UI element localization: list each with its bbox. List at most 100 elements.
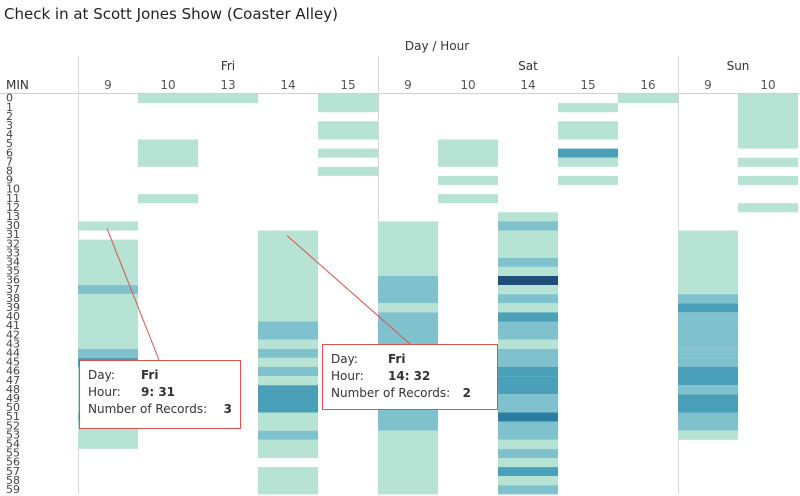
annotation-day-value: Fri — [141, 367, 159, 382]
heatmap-cell — [678, 430, 738, 440]
minute-tick-label: 35 — [6, 265, 20, 278]
heatmap-cell — [498, 412, 558, 422]
minute-tick-label: 48 — [6, 383, 20, 396]
minute-tick-label: 0 — [6, 92, 13, 105]
minute-tick-label: 51 — [6, 410, 20, 423]
annotation-leader-1 — [106, 228, 160, 361]
heatmap-cell — [258, 439, 318, 458]
minute-tick-label: 45 — [6, 356, 20, 369]
heatmap-cell — [498, 348, 558, 367]
minute-tick-label: 36 — [6, 274, 20, 287]
heatmap-cell — [78, 239, 138, 286]
heatmap-cell — [738, 94, 798, 149]
heatmap-cell — [678, 412, 738, 431]
heatmap-cell — [558, 148, 618, 158]
heatmap-cell — [78, 221, 138, 231]
annotation-count-value: 3 — [223, 401, 232, 416]
heatmap-cell — [378, 430, 438, 495]
annotation-box-1: Day: Fri Hour: 9: 31 Number of Records: 3 — [79, 360, 241, 429]
minute-tick-label: 39 — [6, 301, 20, 314]
minute-tick-label: 4 — [6, 128, 13, 141]
heatmap-cell — [378, 276, 438, 304]
day-label: Sat — [518, 59, 538, 73]
heatmap-cell — [498, 303, 558, 313]
heatmap-cell — [678, 303, 738, 313]
minute-tick-label: 52 — [6, 419, 20, 432]
cells-layer — [78, 94, 798, 495]
minute-tick-label: 57 — [6, 465, 20, 478]
heatmap-cell — [318, 121, 378, 140]
minute-tick-label: 47 — [6, 374, 20, 387]
minute-tick-label: 43 — [6, 337, 20, 350]
annotation-count-label: Number of Records: — [331, 385, 451, 400]
heatmap-cell — [558, 157, 618, 167]
minute-tick-label: 37 — [6, 283, 20, 296]
hour-tick-label: 13 — [220, 78, 235, 92]
heatmap-cell — [438, 175, 498, 185]
hour-tick-label: 15 — [580, 78, 595, 92]
heatmap-cell — [558, 121, 618, 140]
heatmap-cell — [498, 276, 558, 286]
hour-tick-label: 10 — [760, 78, 775, 92]
heatmap-cell — [678, 348, 738, 358]
minute-tick-label: 38 — [6, 292, 20, 305]
heatmap-cell — [258, 339, 318, 349]
minute-tick-label: 46 — [6, 365, 20, 378]
minute-tick-label: 56 — [6, 456, 20, 469]
minute-tick-label: 31 — [6, 228, 20, 241]
heatmap-cell — [258, 412, 318, 431]
minute-tick-label: 34 — [6, 256, 20, 269]
hour-tick-label: 9 — [404, 78, 412, 92]
minute-tick-label: 40 — [6, 310, 20, 323]
heatmap-cell — [258, 321, 318, 340]
heatmap-cell — [558, 175, 618, 185]
heatmap-cell — [258, 367, 318, 377]
heatmap-cell — [258, 348, 318, 358]
y-axis-title: MIN — [6, 78, 29, 92]
heatmap-cell — [258, 376, 318, 386]
heatmap-cell — [498, 476, 558, 486]
heatmap-cell — [78, 348, 138, 358]
minute-tick-label: 7 — [6, 155, 13, 168]
heatmap-cell — [678, 394, 738, 413]
heatmap-cell — [78, 294, 138, 349]
hour-tick-label: 9 — [104, 78, 112, 92]
hour-tick-label: 10 — [160, 78, 175, 92]
day-label: Sun — [727, 59, 750, 73]
x-axis-title: Day / Hour — [405, 39, 469, 53]
minute-tick-label: 55 — [6, 447, 20, 460]
heatmap-cell — [498, 467, 558, 477]
heatmap-cell — [738, 157, 798, 167]
minute-tick-label: 58 — [6, 474, 20, 487]
minute-tick-label: 8 — [6, 165, 13, 178]
heatmap-cell — [498, 439, 558, 449]
heatmap-cell — [498, 285, 558, 295]
heatmap-cell — [498, 266, 558, 276]
heatmap-cell — [498, 312, 558, 322]
minute-tick-label: 41 — [6, 319, 20, 332]
minute-tick-label: 49 — [6, 392, 20, 405]
heatmap-cell — [258, 385, 318, 413]
heatmap-cell — [498, 448, 558, 458]
minute-tick-label: 50 — [6, 401, 20, 414]
heatmap-cell — [498, 339, 558, 349]
hour-tick-label: 16 — [640, 78, 655, 92]
heatmap-cell — [498, 230, 558, 258]
hour-tick-label: 14 — [520, 78, 535, 92]
annotation-leader-2 — [286, 235, 411, 345]
day-label: Fri — [221, 59, 235, 73]
minute-tick-label: 12 — [6, 201, 20, 214]
minute-tick-label: 5 — [6, 137, 13, 150]
heatmap-cell — [498, 221, 558, 231]
hour-tick-label: 14 — [280, 78, 295, 92]
heatmap-cell — [738, 175, 798, 185]
heatmap-cell — [498, 376, 558, 395]
heatmap-cell — [678, 357, 738, 367]
minute-tick-label: 44 — [6, 347, 20, 360]
heatmap-cell — [498, 421, 558, 440]
heatmap-cell — [318, 166, 378, 176]
annotation-hour-label: Hour: — [88, 384, 121, 399]
annotation-count-value: 2 — [462, 385, 471, 400]
